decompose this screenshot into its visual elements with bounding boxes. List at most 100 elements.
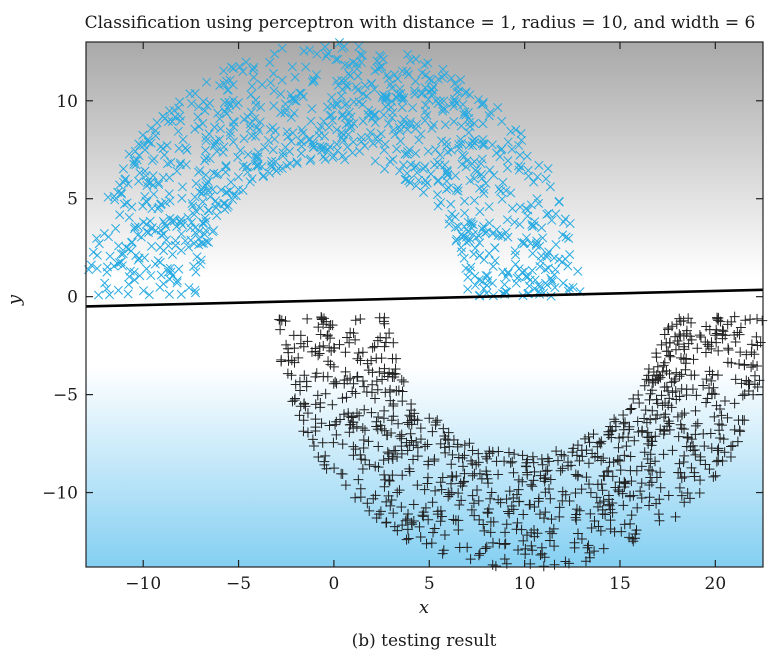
lower-point [420,502,431,513]
lower-point [529,531,540,542]
lower-point [384,475,395,486]
upper-point [277,163,287,174]
lower-point [646,436,657,447]
upper-point [340,60,350,70]
upper-point [460,107,470,117]
upper-point [148,171,158,181]
lower-point [405,428,416,439]
upper-point [166,267,176,277]
lower-point [601,466,612,477]
lower-point [751,331,762,342]
lower-point [586,523,597,534]
y-axis-label: y [4,294,25,306]
upper-point [390,70,400,80]
lower-point [597,485,608,496]
upper-point [249,62,259,72]
upper-point [172,166,182,176]
upper-point [442,167,452,178]
lower-point [755,337,766,348]
upper-point [158,279,169,289]
lower-point [348,378,359,389]
lower-point [295,385,306,396]
upper-point [414,175,424,185]
lower-point [409,408,420,419]
upper-point [464,140,474,150]
upper-point [503,269,513,279]
upper-point [383,118,394,129]
lower-point [371,421,382,432]
lower-point [376,353,387,364]
upper-point [241,57,251,67]
lower-point [508,504,519,515]
upper-point [92,263,102,274]
upper-point [201,153,211,163]
upper-point [440,104,450,114]
lower-point [651,348,662,359]
lower-point [355,314,366,325]
upper-point [339,136,349,146]
upper-point [205,154,215,164]
lower-point [613,442,624,453]
upper-point [501,287,511,297]
lower-point [704,366,715,377]
upper-point [433,201,443,211]
lower-point [635,486,646,497]
upper-point [331,54,341,65]
upper-point [172,221,182,231]
upper-point [501,186,511,196]
upper-point [246,90,256,100]
upper-point [476,99,486,110]
upper-point [463,284,473,294]
lower-point [644,500,655,511]
lower-point [686,370,697,381]
lower-point [676,383,687,394]
upper-point [100,278,110,288]
lower-point [557,486,568,497]
lower-point [643,370,654,381]
lower-point [527,545,538,556]
lower-point [746,362,757,373]
upper-point [533,280,543,290]
lower-point [514,496,525,507]
upper-point [385,156,395,167]
lower-point [689,471,700,482]
lower-point [535,549,546,560]
upper-point [364,132,374,142]
lower-point [493,494,504,505]
upper-point [454,143,464,153]
upper-point [158,216,168,226]
lower-point [437,472,448,483]
lower-point [286,370,297,381]
lower-point [676,409,687,420]
lower-point [658,449,669,460]
lower-point [388,398,399,409]
lower-point [650,413,661,424]
lower-point [352,371,363,382]
lower-point [339,378,350,389]
upper-point [292,158,302,168]
upper-point [453,186,463,196]
upper-point [195,259,205,269]
lower-point [310,346,321,357]
lower-point [334,339,345,350]
upper-point [282,161,292,171]
upper-point [288,128,298,138]
upper-point [523,211,533,221]
upper-point [333,54,343,64]
lower-point [706,375,717,386]
lower-point [663,346,674,357]
upper-point [292,157,302,167]
lower-point [603,426,614,437]
lower-point [458,461,469,472]
lower-point [625,451,636,462]
upper-point [102,262,113,272]
lower-point [422,439,433,450]
lower-point [363,365,374,376]
lower-point [351,408,362,419]
upper-point [525,239,536,249]
lower-point [404,463,415,474]
upper-point [511,125,521,135]
lower-point [359,404,370,415]
upper-point [171,240,181,250]
lower-point [394,431,405,442]
